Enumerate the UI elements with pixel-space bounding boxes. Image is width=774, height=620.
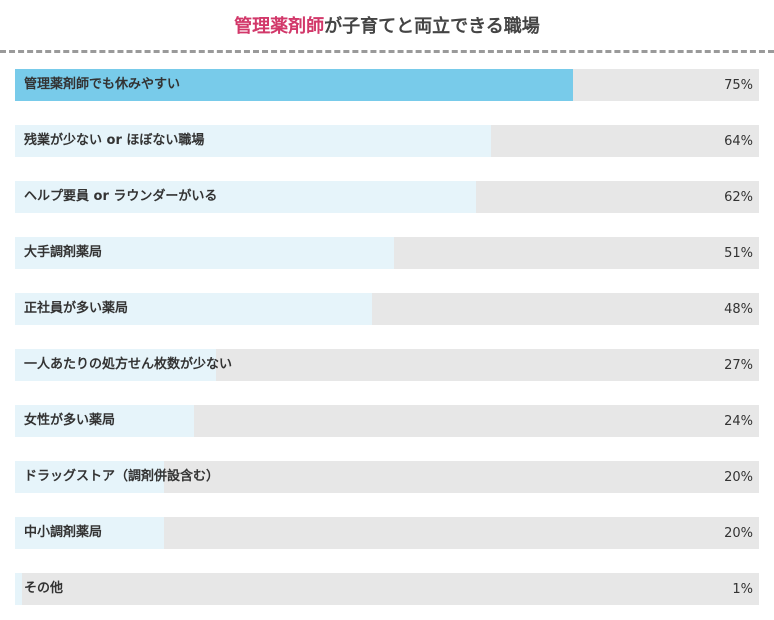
chart-title: 管理薬剤師が子育てと両立できる職場 xyxy=(0,12,774,38)
bar-row: 管理薬剤師でも休みやすい 75% xyxy=(15,69,759,101)
bar xyxy=(15,69,573,101)
bar-label: ドラッグストア（調剤併設含む） xyxy=(24,469,220,484)
title-divider xyxy=(0,50,774,53)
bar-label: 中小調剤薬局 xyxy=(24,525,103,540)
chart-title-rest: が子育てと両立できる職場 xyxy=(324,16,540,37)
bar-row: 中小調剤薬局 20% xyxy=(15,517,759,549)
bar-value-label: 48% xyxy=(724,302,753,317)
bar-value-label: 20% xyxy=(724,470,753,485)
bar-value-label: 27% xyxy=(724,358,753,373)
bar-label: 一人あたりの処方せん枚数が少ない xyxy=(24,357,233,372)
bar-label: その他 xyxy=(24,581,64,596)
bar xyxy=(15,405,194,437)
bar-row: ドラッグストア（調剤併設含む） 20% xyxy=(15,461,759,493)
bar-value-label: 20% xyxy=(724,526,753,541)
bar-label: 正社員が多い薬局 xyxy=(24,301,129,316)
bar-row: その他 1% xyxy=(15,573,759,605)
chart-title-highlight: 管理薬剤師 xyxy=(234,16,325,37)
bar xyxy=(15,293,373,325)
bar xyxy=(15,181,477,213)
bar-value-label: 51% xyxy=(724,246,753,261)
bar-label: 女性が多い薬局 xyxy=(24,413,116,428)
bar-row: ヘルプ要員 or ラウンダーがいる 62% xyxy=(15,181,759,213)
bar-label: ヘルプ要員 or ラウンダーがいる xyxy=(24,189,218,204)
bar xyxy=(15,517,164,549)
bar-value-label: 62% xyxy=(724,190,753,205)
bar-row: 正社員が多い薬局 48% xyxy=(15,293,759,325)
bar xyxy=(15,349,216,381)
bar-row: 大手調剤薬局 51% xyxy=(15,237,759,269)
bar-label: 大手調剤薬局 xyxy=(24,245,103,260)
bar xyxy=(15,237,395,269)
bar-row: 女性が多い薬局 24% xyxy=(15,405,759,437)
bar-value-label: 64% xyxy=(724,134,753,149)
bar-value-label: 1% xyxy=(732,582,753,597)
bar-value-label: 24% xyxy=(724,414,753,429)
bar-label: 残業が少ない or ほぼない職場 xyxy=(24,133,205,148)
bar-value-label: 75% xyxy=(724,78,753,93)
bar-label: 管理薬剤師でも休みやすい xyxy=(24,77,181,92)
bar xyxy=(15,573,23,605)
bar xyxy=(15,125,492,157)
bar-row: 残業が少ない or ほぼない職場 64% xyxy=(15,125,759,157)
bar-row: 一人あたりの処方せん枚数が少ない 27% xyxy=(15,349,759,381)
bar xyxy=(15,461,164,493)
